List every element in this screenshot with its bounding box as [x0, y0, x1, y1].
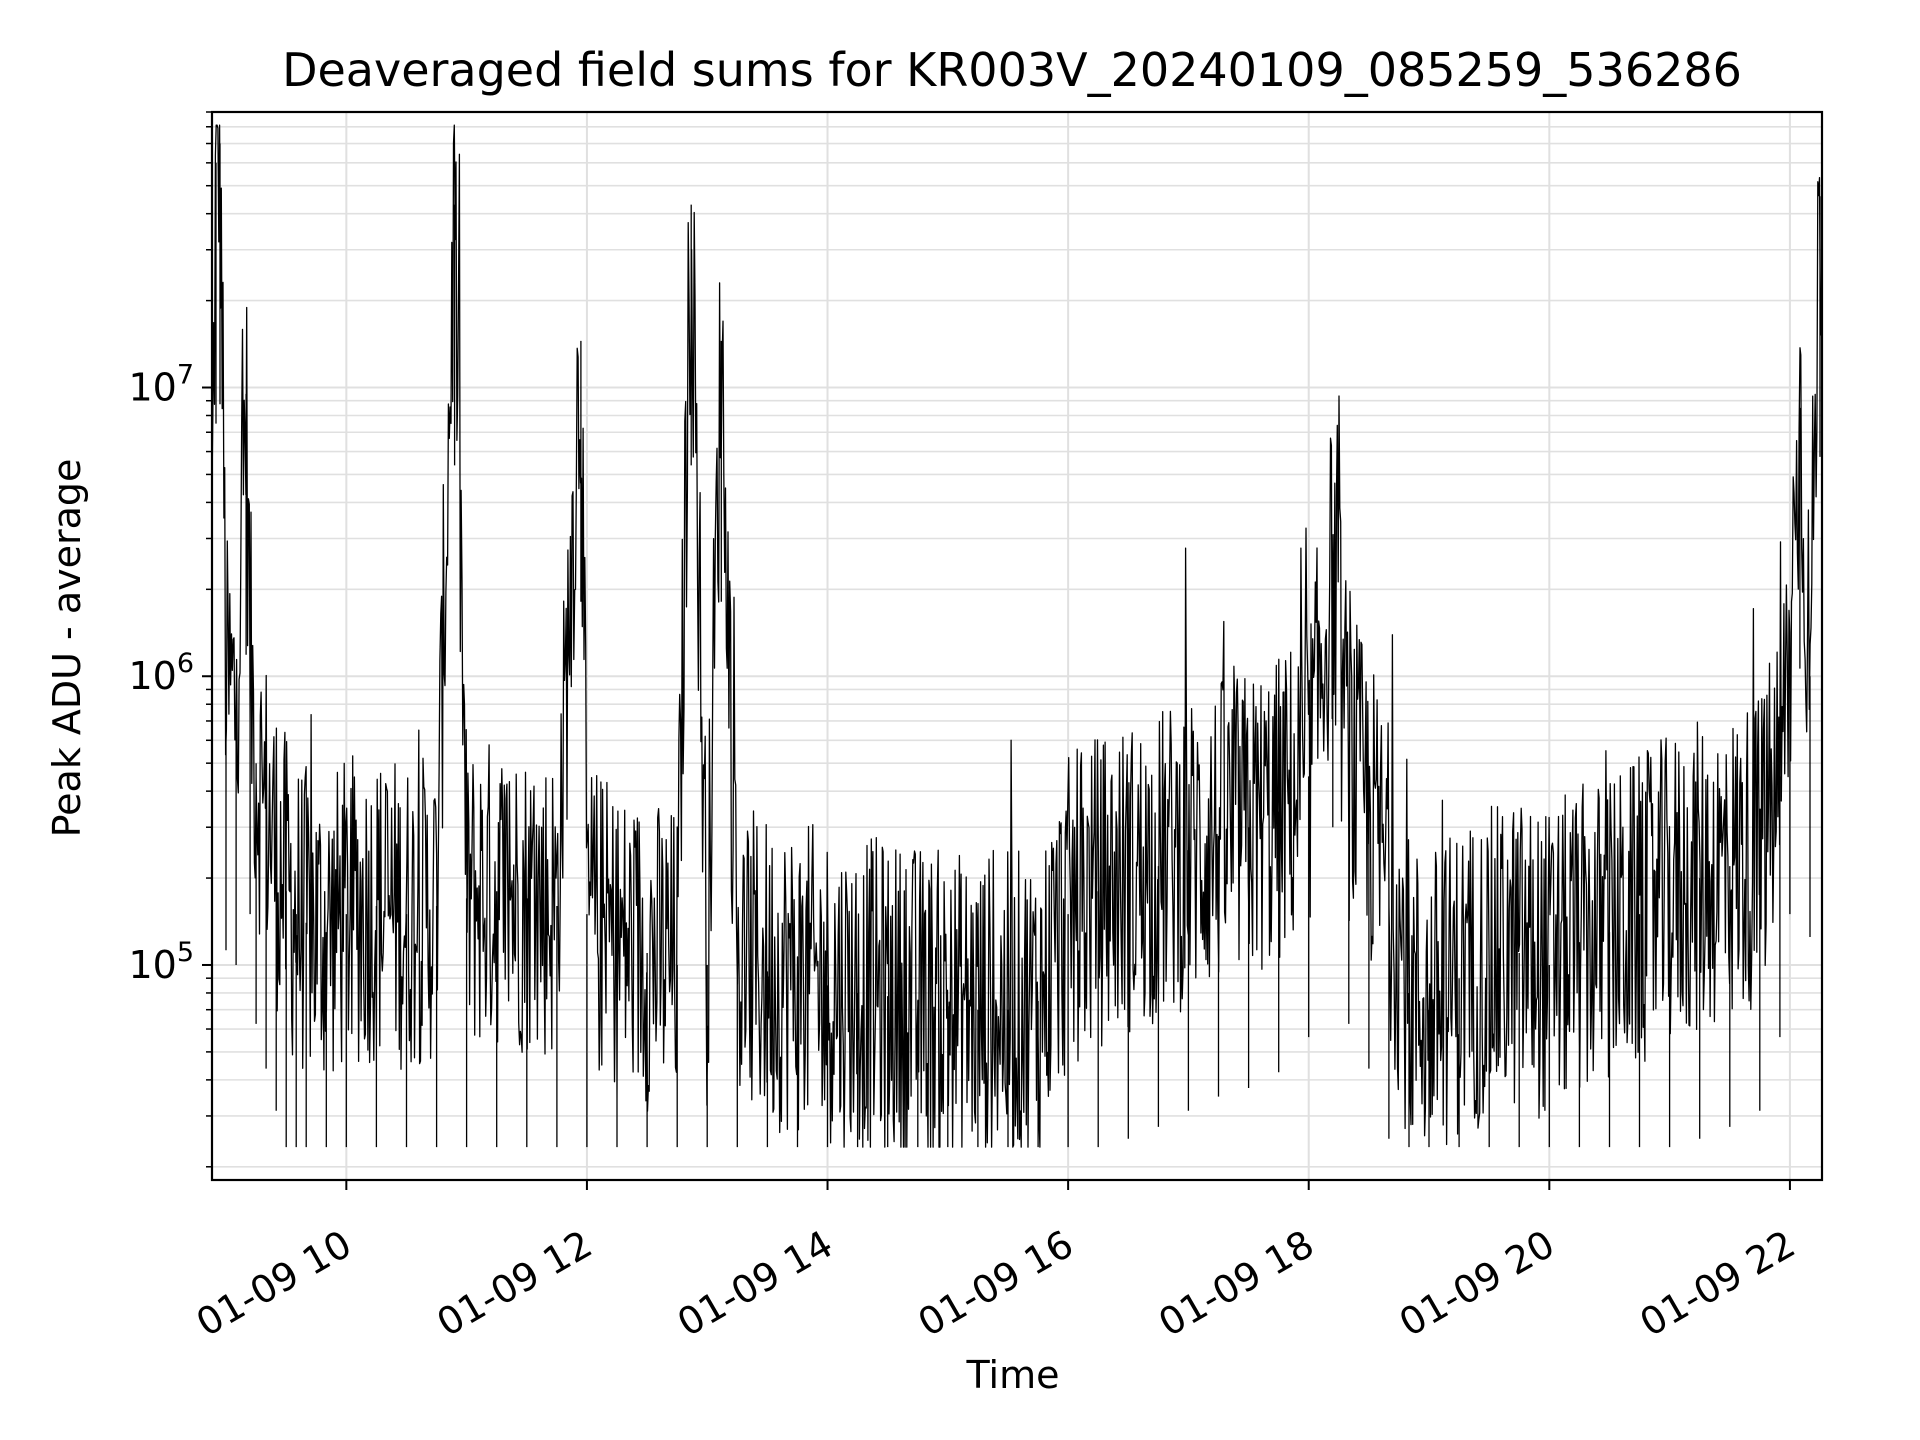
x-axis-label: Time [966, 1353, 1060, 1397]
axes-frame [210, 110, 1824, 1182]
y-axis-label: Peak ADU - average [45, 459, 89, 838]
y-tick-label: 106 [128, 648, 194, 698]
chart-title: Deaveraged field sums for KR003V_2024010… [282, 43, 1742, 97]
y-tick-label: 107 [128, 360, 194, 410]
y-axis: 105 106 107 [128, 111, 212, 1168]
plot-area [211, 124, 1823, 1148]
y-tick-label: 105 [128, 937, 194, 987]
series-line [211, 124, 1823, 1148]
